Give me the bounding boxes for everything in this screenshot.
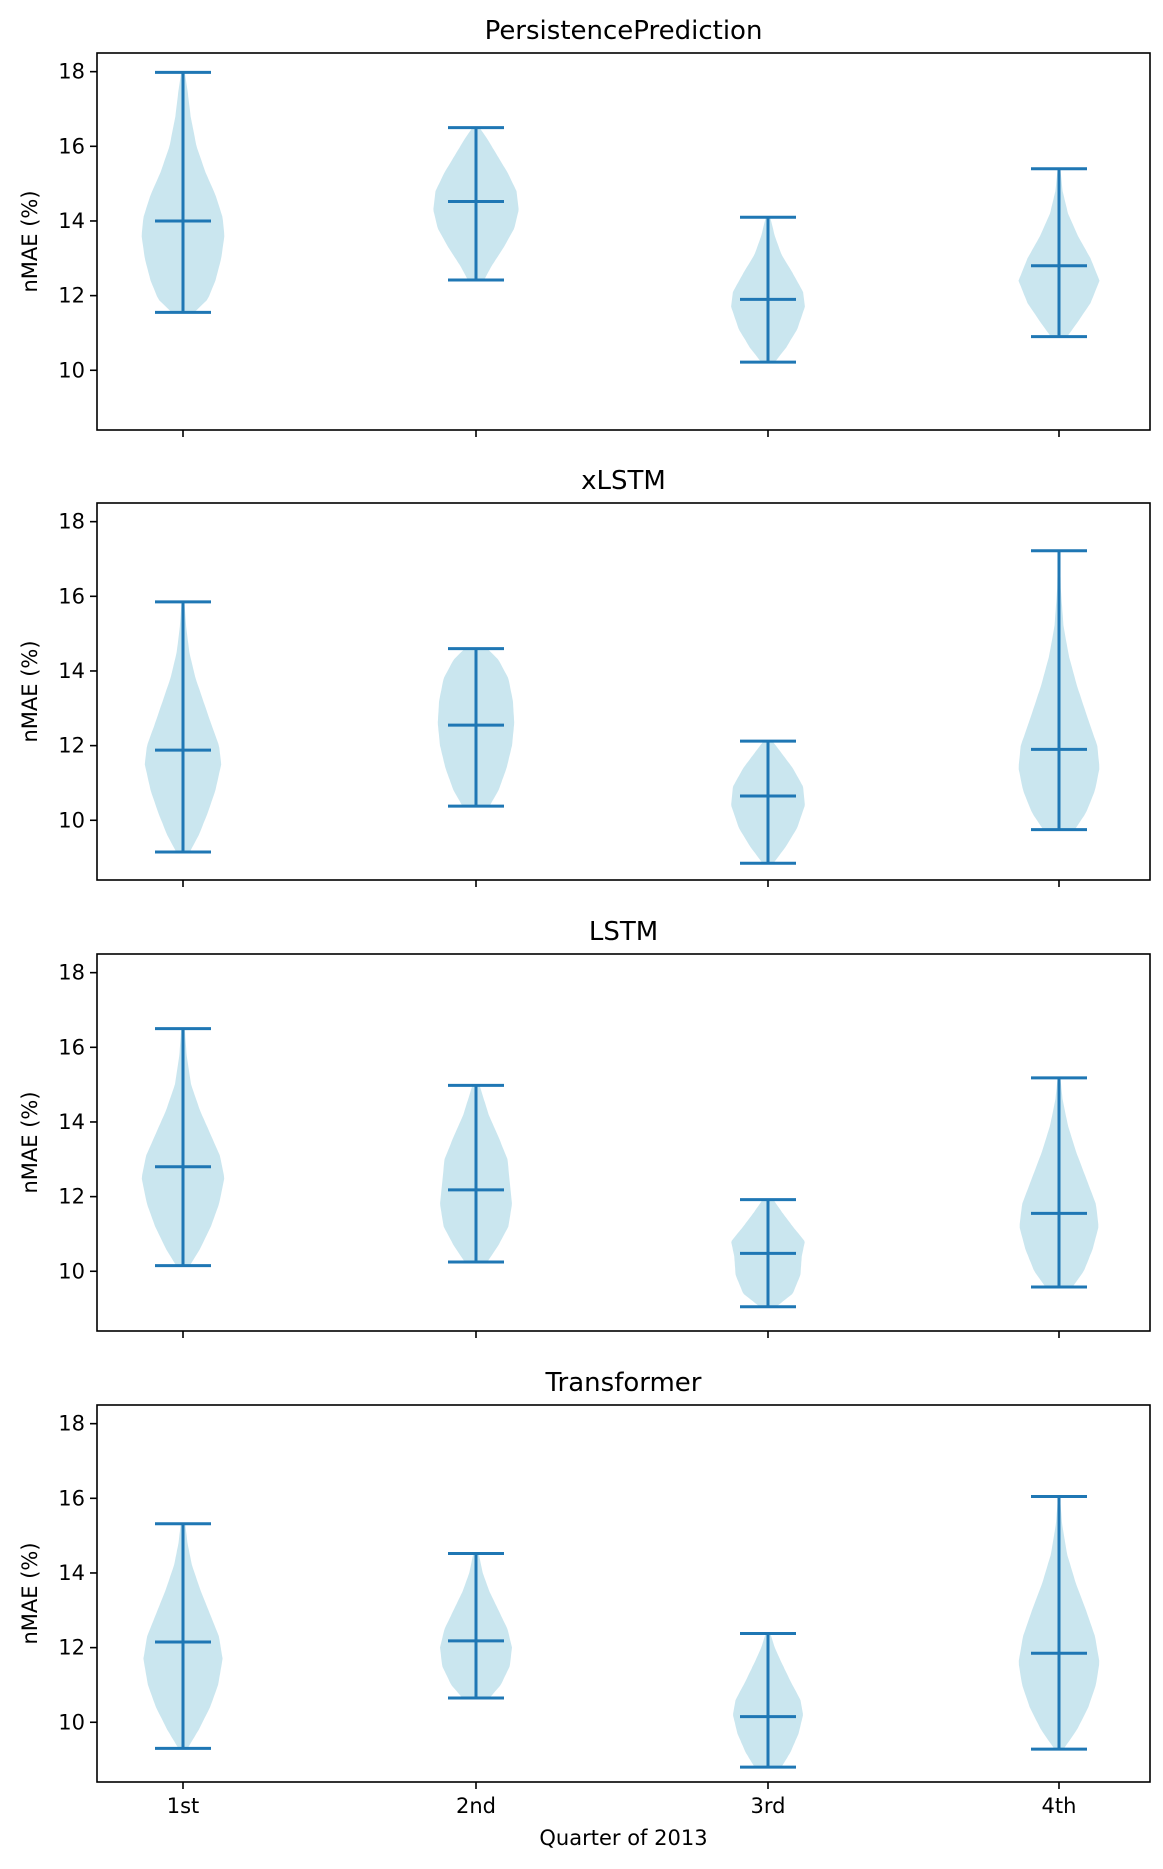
- y-tick-label: 10: [58, 1710, 85, 1734]
- y-axis-label: nMAE (%): [18, 1091, 42, 1193]
- y-axis-label: nMAE (%): [18, 640, 42, 742]
- y-tick-label: 12: [58, 1185, 85, 1209]
- axes-frame: [96, 953, 1151, 1332]
- x-axis-label: Quarter of 2013: [539, 1826, 707, 1850]
- axes-frame: [96, 52, 1151, 431]
- panel-1: xLSTM nMAE (%) 10 12 14 16 18: [18, 466, 1151, 887]
- violin-4th: [1018, 549, 1100, 832]
- y-tick-label: 10: [58, 358, 85, 382]
- violin-1st: [141, 70, 225, 314]
- x-tick-label: 4th: [1042, 1794, 1077, 1818]
- x-tick-label: 2nd: [456, 1794, 496, 1818]
- violin-3rd: [731, 1198, 805, 1309]
- panel-3: Transformer nMAE (%) 10 12 14 16 18 1st 2nd 3rd 4t…: [18, 1368, 1151, 1850]
- panel-title: LSTM: [589, 917, 658, 947]
- y-tick-label: 16: [58, 1486, 85, 1510]
- panel-title: Transformer: [544, 1368, 701, 1398]
- y-tick-label: 18: [58, 510, 85, 534]
- violin-1st: [144, 600, 222, 854]
- violin-3rd: [731, 739, 805, 865]
- y-tick-label: 14: [58, 1110, 85, 1134]
- y-axis-label: nMAE (%): [18, 190, 42, 292]
- y-axis-label: nMAE (%): [18, 1542, 42, 1644]
- violin-2nd: [440, 1552, 512, 1700]
- y-tick-label: 14: [58, 659, 85, 683]
- y-tick-label: 14: [58, 1561, 85, 1585]
- x-tick-label: 1st: [167, 1794, 200, 1818]
- y-tick-label: 12: [58, 1636, 85, 1660]
- y-tick-label: 10: [58, 1259, 85, 1283]
- panel-2: LSTM nMAE (%) 10 12 14 16 18: [18, 917, 1151, 1338]
- panel-0: PersistencePrediction nMAE (%) 10 12 14 16 18: [18, 16, 1151, 437]
- axes-frame: [96, 1404, 1151, 1783]
- violin-2nd: [440, 1083, 512, 1264]
- violin-4th: [1018, 167, 1100, 339]
- x-tick-label: 3rd: [751, 1794, 786, 1818]
- violin-3rd: [731, 215, 805, 364]
- violin-4th: [1019, 1076, 1099, 1289]
- y-tick-label: 16: [58, 1035, 85, 1059]
- violin-4th: [1018, 1494, 1100, 1751]
- y-tick-label: 12: [58, 284, 85, 308]
- violin-1st: [141, 1027, 225, 1268]
- panel-title: PersistencePrediction: [485, 16, 763, 46]
- y-tick-label: 18: [58, 60, 85, 84]
- y-tick-label: 16: [58, 134, 85, 158]
- axes-frame: [96, 502, 1151, 881]
- y-tick-label: 18: [58, 1412, 85, 1436]
- y-tick-label: 10: [58, 808, 85, 832]
- violin-3rd: [733, 1631, 803, 1769]
- y-tick-label: 16: [58, 584, 85, 608]
- violin-2nd: [437, 647, 515, 808]
- violin-1st: [143, 1522, 223, 1750]
- violin-2nd: [433, 126, 519, 282]
- y-tick-label: 12: [58, 734, 85, 758]
- panel-title: xLSTM: [581, 466, 666, 496]
- y-tick-label: 18: [58, 961, 85, 985]
- y-tick-label: 14: [58, 209, 85, 233]
